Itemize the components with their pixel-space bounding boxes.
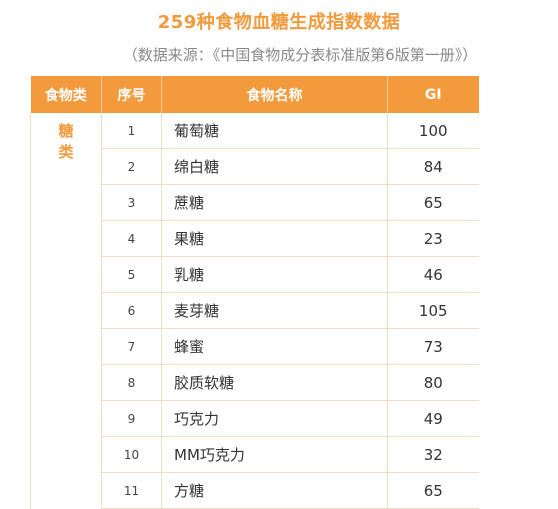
header-food-name: 食物名称 [161, 76, 388, 113]
gi-table-container: 食物类 序号 食物名称 GI 糖 类 1 葡萄糖 100 2 绵白糖 84 [30, 76, 479, 509]
table-row: 9 巧克力 49 [31, 400, 479, 437]
row-food-name: 蔗糖 [161, 184, 388, 221]
category-label-char: 类 [58, 143, 74, 161]
row-index: 9 [101, 400, 162, 437]
row-gi: 105 [387, 292, 479, 329]
row-food-name: 巧克力 [161, 400, 388, 437]
row-gi: 65 [387, 472, 479, 509]
page-subtitle: （数据来源：《中国食物成分表标准版第6版第一册》） [122, 46, 478, 64]
table-row: 4 果糖 23 [31, 220, 479, 257]
table-row: 5 乳糖 46 [31, 256, 479, 293]
table-row: 10 MM巧克力 32 [31, 436, 479, 473]
row-index: 1 [101, 113, 162, 149]
row-index: 11 [101, 472, 162, 509]
row-index: 6 [101, 292, 162, 329]
header-gi: GI [387, 76, 479, 113]
row-index: 3 [101, 184, 162, 221]
row-gi: 73 [387, 328, 479, 365]
row-gi: 84 [387, 148, 479, 185]
category-cell: 糖 类 [30, 113, 102, 509]
row-index: 2 [101, 148, 162, 185]
table-row: 8 胶质软糖 80 [31, 364, 479, 401]
row-gi: 100 [387, 113, 479, 149]
row-gi: 32 [387, 436, 479, 473]
row-index: 7 [101, 328, 162, 365]
row-gi: 80 [387, 364, 479, 401]
row-gi: 46 [387, 256, 479, 293]
row-food-name: MM巧克力 [161, 436, 388, 473]
row-gi: 49 [387, 400, 479, 437]
table-row: 糖 类 1 葡萄糖 100 [30, 113, 479, 509]
table-row: 2 绵白糖 84 [31, 148, 479, 185]
row-index: 8 [101, 364, 162, 401]
table-header-row: 食物类 序号 食物名称 GI [30, 76, 479, 113]
row-food-name: 绵白糖 [161, 148, 388, 185]
row-food-name: 乳糖 [161, 256, 388, 293]
row-gi: 65 [387, 184, 479, 221]
gi-table: 食物类 序号 食物名称 GI 糖 类 1 葡萄糖 100 2 绵白糖 84 [30, 76, 479, 509]
row-food-name: 果糖 [161, 220, 388, 257]
table-body: 糖 类 1 葡萄糖 100 2 绵白糖 84 3 蔗糖 65 4 果糖 23 [30, 113, 479, 509]
row-food-name: 麦芽糖 [161, 292, 388, 329]
row-index: 10 [101, 436, 162, 473]
row-food-name: 蜂蜜 [161, 328, 388, 365]
table-row: 6 麦芽糖 105 [31, 292, 479, 329]
table-row: 11 方糖 65 [31, 472, 479, 509]
row-index: 4 [101, 220, 162, 257]
row-food-name: 葡萄糖 [161, 113, 388, 149]
row-food-name: 方糖 [161, 472, 388, 509]
row-index: 5 [101, 256, 162, 293]
header-category: 食物类 [30, 76, 102, 113]
category-label-char: 糖 [58, 122, 74, 140]
row-gi: 23 [387, 220, 479, 257]
header-index: 序号 [101, 76, 162, 113]
row-food-name: 胶质软糖 [161, 364, 388, 401]
page-title: 259种食物血糖生成指数数据 [157, 12, 401, 33]
table-row: 3 蔗糖 65 [31, 184, 479, 221]
table-row: 7 蜂蜜 73 [31, 328, 479, 365]
